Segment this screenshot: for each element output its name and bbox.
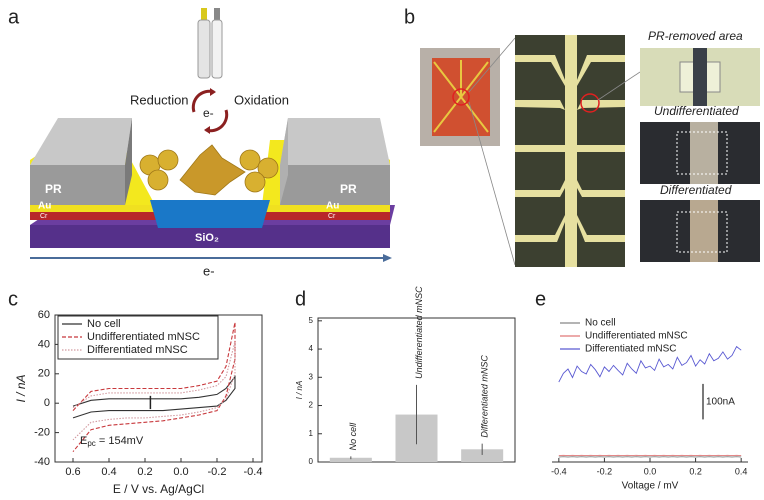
label: e- — [203, 263, 215, 278]
y-axis-label: I / nA — [295, 381, 304, 400]
data-line — [72, 341, 236, 441]
y-tick-label: 20 — [38, 368, 50, 380]
micrographs: PR-removed area Undifferentiated Differe… — [420, 29, 760, 267]
x-axis-label: E / V vs. Ag/AgCl — [113, 482, 204, 496]
data-line — [72, 375, 236, 419]
legend-box — [57, 315, 219, 360]
x-tick-label: 0.4 — [735, 466, 748, 476]
x-tick-label: 0.0 — [644, 466, 657, 476]
x-tick-label: -0.4 — [551, 466, 567, 476]
bar — [329, 457, 372, 462]
category-label: No cell — [348, 422, 358, 451]
label: PR — [340, 182, 357, 196]
x-tick-label: 0.6 — [65, 466, 80, 478]
panel-label: b — [404, 6, 415, 28]
x-tick-label: -0.2 — [208, 466, 227, 478]
label: Undifferentiated — [654, 104, 739, 118]
category-label: Differentiated mNSC — [480, 355, 490, 438]
label: Au — [38, 201, 51, 212]
y-tick-label: 5 — [309, 316, 314, 325]
x-tick-label: -0.2 — [597, 466, 613, 476]
annotation: Epc = 154mV — [80, 435, 144, 448]
y-tick-label: 4 — [309, 344, 314, 353]
label: Oxidation — [234, 92, 289, 107]
label: e- — [203, 106, 214, 120]
x-axis-label: Voltage / mV — [622, 481, 679, 492]
label: PR-removed area — [648, 29, 743, 43]
scale-bar-label: 100nA — [706, 396, 735, 407]
panel-label: d — [295, 288, 306, 310]
chart: -0.4 -0.2 0.0 0.2 0.4 Voltage / mV No cell Undi… — [551, 318, 748, 492]
chart: 0 1 2 3 4 5 I / nA No cell Undifferentiated mNSC… — [295, 286, 516, 466]
legend-label: No cell — [87, 318, 121, 330]
x-tick-label: 0.2 — [137, 466, 152, 478]
category-label: Undifferentiated mNSC — [414, 286, 424, 379]
y-tick-label: -20 — [34, 427, 50, 439]
y-tick-label: 40 — [38, 338, 50, 350]
x-tick-label: 0.4 — [101, 466, 116, 478]
y-tick-label: 2 — [309, 401, 314, 410]
y-tick-label: 0 — [309, 457, 314, 466]
y-tick-label: -40 — [34, 456, 50, 468]
y-axis-label: I / nA — [14, 374, 28, 402]
device-schematic: Reduction Oxidation e- PR PR Au Au Cr Cr… — [30, 8, 395, 278]
legend-label: Differentiated mNSC — [87, 344, 188, 356]
label: Reduction — [130, 92, 189, 107]
data-line — [558, 345, 742, 383]
y-tick-label: 0 — [44, 397, 50, 409]
chart: -40 -20 0 20 40 60 0.6 0.4 0.2 0.0 -0.2 -0.4 I / nA E… — [14, 309, 263, 496]
x-tick-label: 0.0 — [173, 466, 188, 478]
y-tick-label: 3 — [309, 372, 314, 381]
y-tick-label: 60 — [38, 309, 50, 321]
annotation-suffix: = 154mV — [96, 435, 144, 447]
annotation-subscript: pc — [87, 439, 95, 448]
label: PR — [45, 182, 62, 196]
label: SiO₂ — [195, 232, 219, 244]
panel-label: e — [535, 288, 546, 310]
panel-label: a — [8, 6, 20, 28]
label: Au — [326, 201, 339, 212]
panel-label: c — [8, 288, 18, 310]
legend-label: Differentiated mNSC — [585, 344, 677, 355]
x-tick-label: 0.2 — [689, 466, 702, 476]
legend-label: Undifferentiated mNSC — [87, 331, 200, 343]
bar — [461, 449, 504, 462]
label: Cr — [328, 213, 336, 220]
y-tick-label: 1 — [309, 429, 314, 438]
label: Cr — [40, 213, 48, 220]
legend: No cell Undifferentiated mNSC Differentiat… — [560, 318, 688, 355]
label: Differentiated — [660, 183, 732, 197]
legend-label: No cell — [585, 318, 616, 329]
annotation-text: E — [80, 435, 87, 447]
legend-label: Undifferentiated mNSC — [585, 331, 688, 342]
x-tick-label: -0.4 — [244, 466, 263, 478]
plot-frame — [54, 314, 263, 463]
